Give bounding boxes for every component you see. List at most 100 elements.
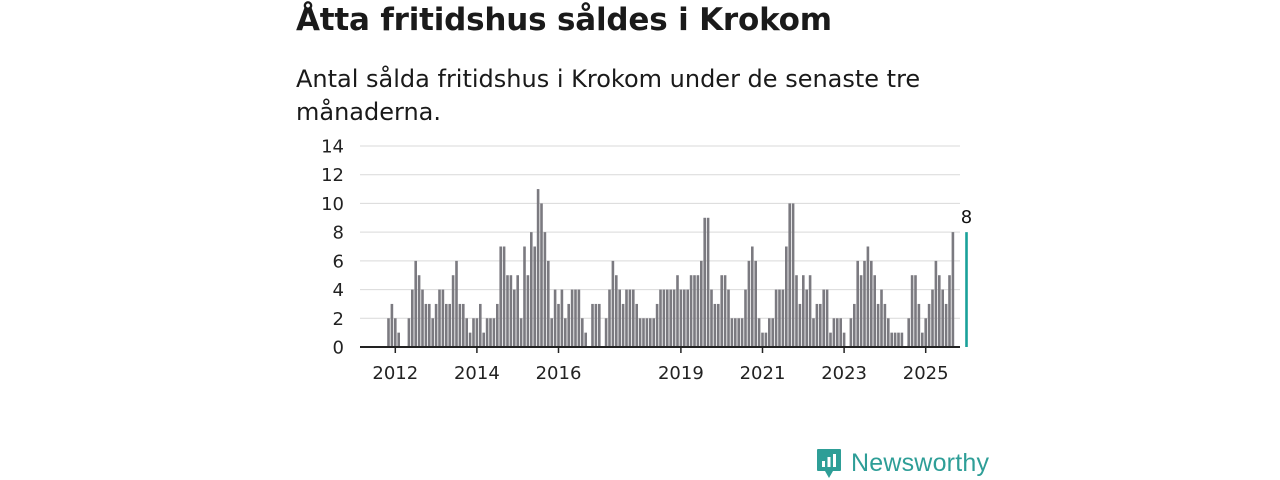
highlight-bar bbox=[965, 232, 968, 347]
bar bbox=[513, 289, 516, 347]
bar bbox=[842, 332, 846, 347]
bar bbox=[638, 318, 642, 347]
bar bbox=[397, 332, 400, 347]
bar bbox=[533, 246, 536, 347]
bar bbox=[604, 318, 608, 347]
bar bbox=[455, 260, 458, 347]
bar bbox=[802, 275, 805, 347]
bar bbox=[768, 318, 771, 347]
bar bbox=[676, 275, 679, 347]
bar bbox=[829, 332, 832, 347]
bar bbox=[876, 303, 880, 347]
bar bbox=[812, 318, 815, 347]
bar bbox=[771, 318, 774, 347]
x-tick-label: 2025 bbox=[903, 363, 949, 384]
x-tick-label: 2019 bbox=[658, 363, 704, 384]
bar bbox=[720, 275, 723, 347]
bar bbox=[414, 260, 417, 347]
bar bbox=[672, 289, 676, 347]
x-tick-label: 2023 bbox=[821, 363, 867, 384]
bar bbox=[808, 275, 812, 347]
bar bbox=[859, 275, 863, 347]
bar bbox=[581, 318, 584, 347]
bar bbox=[751, 246, 754, 347]
bar bbox=[621, 303, 625, 347]
bar bbox=[917, 303, 921, 347]
bar bbox=[863, 260, 866, 347]
chart-subtitle: Antal sålda fritidshus i Krokom under de… bbox=[296, 65, 921, 126]
y-tick-label: 14 bbox=[321, 137, 344, 158]
bar bbox=[849, 318, 853, 347]
bar bbox=[489, 318, 492, 347]
bar bbox=[774, 289, 778, 347]
bar bbox=[448, 303, 451, 347]
bar bbox=[516, 275, 519, 347]
bar bbox=[805, 289, 808, 347]
bar bbox=[839, 318, 842, 347]
bar bbox=[761, 332, 764, 347]
bar bbox=[387, 318, 390, 347]
bar bbox=[853, 303, 856, 347]
bar bbox=[434, 303, 438, 347]
bar bbox=[553, 289, 557, 347]
y-tick-label: 12 bbox=[321, 165, 344, 186]
brand-logo: Newsworthy bbox=[815, 446, 989, 480]
bar bbox=[645, 318, 649, 347]
bar bbox=[635, 303, 638, 347]
bar bbox=[431, 318, 434, 347]
bar bbox=[584, 332, 587, 347]
bar bbox=[870, 260, 873, 347]
bar bbox=[893, 332, 897, 347]
bar bbox=[428, 303, 431, 347]
bar bbox=[734, 318, 737, 347]
bar bbox=[693, 275, 696, 347]
bar bbox=[764, 332, 768, 347]
bar bbox=[632, 289, 635, 347]
bar bbox=[781, 289, 785, 347]
bar bbox=[506, 275, 509, 347]
bar bbox=[499, 246, 502, 347]
bar bbox=[856, 260, 859, 347]
bar bbox=[757, 318, 761, 347]
bar bbox=[451, 275, 455, 347]
bar bbox=[465, 318, 468, 347]
bar bbox=[577, 289, 581, 347]
bar bbox=[445, 303, 448, 347]
bar bbox=[669, 289, 672, 347]
bar bbox=[866, 246, 870, 347]
bar bbox=[880, 289, 883, 347]
y-tick-label: 0 bbox=[333, 338, 344, 359]
bar bbox=[727, 289, 730, 347]
bar bbox=[560, 289, 564, 347]
bar bbox=[530, 232, 533, 347]
bar bbox=[550, 318, 553, 347]
bar bbox=[475, 318, 479, 347]
bar bbox=[557, 303, 560, 347]
bar bbox=[482, 332, 485, 347]
bar bbox=[910, 275, 914, 347]
bar bbox=[740, 318, 744, 347]
bar bbox=[914, 275, 917, 347]
bar bbox=[934, 260, 938, 347]
bar bbox=[502, 246, 506, 347]
bar bbox=[536, 189, 540, 347]
bar bbox=[696, 275, 700, 347]
y-tick-label: 6 bbox=[333, 251, 344, 272]
bar bbox=[462, 303, 465, 347]
bar bbox=[472, 318, 475, 347]
bar bbox=[778, 289, 781, 347]
bar bbox=[567, 303, 570, 347]
bar bbox=[479, 303, 482, 347]
data-label: 8 bbox=[961, 207, 972, 228]
bar bbox=[723, 275, 727, 347]
bar bbox=[611, 260, 615, 347]
y-tick-label: 8 bbox=[333, 223, 344, 244]
bar bbox=[944, 303, 948, 347]
bar bbox=[649, 318, 652, 347]
bar bbox=[543, 232, 547, 347]
bar bbox=[703, 217, 706, 347]
bar bbox=[540, 203, 543, 347]
bar bbox=[730, 318, 734, 347]
x-tick-label: 2012 bbox=[372, 363, 418, 384]
bar bbox=[795, 275, 798, 347]
